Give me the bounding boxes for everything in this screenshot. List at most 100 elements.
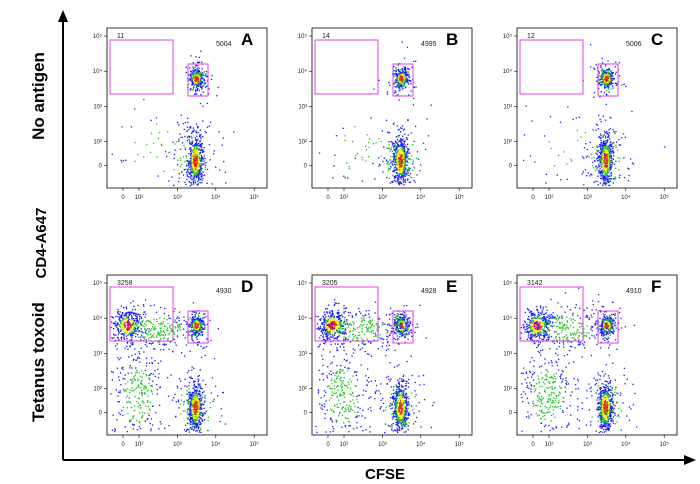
event-dot bbox=[189, 398, 190, 399]
x-tick-label: 10⁵ bbox=[660, 194, 670, 201]
event-dot bbox=[201, 174, 202, 175]
event-dot bbox=[119, 401, 120, 402]
event-dot bbox=[407, 47, 408, 48]
event-dot bbox=[610, 128, 611, 129]
event-dot bbox=[199, 158, 200, 159]
event-dot bbox=[141, 383, 142, 384]
event-dot bbox=[197, 148, 198, 149]
event-dot bbox=[596, 165, 597, 166]
event-dot bbox=[615, 66, 616, 67]
event-dot bbox=[415, 61, 416, 62]
event-dot bbox=[178, 317, 179, 318]
event-dot bbox=[178, 141, 179, 142]
event-dot bbox=[187, 173, 188, 174]
event-dot bbox=[607, 133, 608, 134]
event-dot bbox=[607, 153, 608, 154]
x-tick-label: 10³ bbox=[583, 195, 592, 201]
event-dot bbox=[121, 160, 122, 161]
event-dot bbox=[200, 329, 201, 330]
event-dot bbox=[402, 136, 403, 137]
event-dot bbox=[200, 324, 201, 325]
event-dot bbox=[202, 318, 203, 319]
event-dot bbox=[149, 379, 150, 380]
event-dot bbox=[400, 159, 401, 160]
event-dot bbox=[141, 323, 142, 324]
event-dot bbox=[203, 321, 204, 322]
event-dot bbox=[183, 123, 184, 124]
event-dot bbox=[193, 385, 194, 386]
event-dot bbox=[132, 309, 133, 310]
event-dot bbox=[212, 377, 213, 378]
event-dot bbox=[186, 179, 187, 180]
event-dot bbox=[115, 321, 116, 322]
event-dot bbox=[410, 83, 411, 84]
x-tick-label: 0 bbox=[326, 195, 330, 201]
event-dot bbox=[195, 397, 196, 398]
event-dot bbox=[613, 182, 614, 183]
event-dot bbox=[199, 375, 200, 376]
event-dot bbox=[614, 176, 615, 177]
event-dot bbox=[192, 424, 193, 425]
event-dot bbox=[192, 168, 193, 169]
event-dot bbox=[202, 324, 203, 325]
event-dot bbox=[393, 123, 394, 124]
event-dot bbox=[190, 377, 191, 378]
event-dot bbox=[396, 81, 397, 82]
event-dot bbox=[603, 164, 604, 165]
event-dot bbox=[153, 348, 154, 349]
event-dot bbox=[199, 90, 200, 91]
event-dot bbox=[136, 316, 137, 317]
x-tick-label: 10² bbox=[135, 195, 144, 201]
event-dot bbox=[399, 87, 400, 88]
event-dot bbox=[175, 327, 176, 328]
event-dot bbox=[150, 385, 151, 386]
event-dot bbox=[194, 386, 195, 387]
event-dot bbox=[136, 388, 137, 389]
event-dot bbox=[183, 401, 184, 402]
event-dot bbox=[393, 386, 394, 387]
event-dot bbox=[189, 136, 190, 137]
event-dot bbox=[349, 166, 350, 167]
event-dot bbox=[200, 401, 201, 402]
event-dot bbox=[126, 328, 127, 329]
event-dot bbox=[595, 153, 596, 154]
event-dot bbox=[145, 370, 146, 371]
event-dot bbox=[191, 137, 192, 138]
y-tick-label: 10⁵ bbox=[93, 280, 103, 287]
event-dot bbox=[393, 160, 394, 161]
gate-count-divided: 12 bbox=[527, 33, 535, 40]
event-dot bbox=[212, 183, 213, 184]
event-dot bbox=[133, 314, 134, 315]
event-dot bbox=[199, 424, 200, 425]
event-dot bbox=[131, 419, 132, 420]
event-dot bbox=[397, 366, 398, 367]
x-tick-label: 10⁵ bbox=[455, 194, 465, 201]
event-dot bbox=[581, 136, 582, 137]
event-dot bbox=[623, 157, 624, 158]
event-dot bbox=[616, 72, 617, 73]
event-dot bbox=[607, 76, 608, 77]
event-dot bbox=[158, 428, 159, 429]
event-dot bbox=[183, 174, 184, 175]
event-dot bbox=[205, 316, 206, 317]
event-dot bbox=[614, 164, 615, 165]
event-dot bbox=[605, 65, 606, 66]
event-dot bbox=[144, 337, 145, 338]
event-dot bbox=[141, 393, 142, 394]
event-dot bbox=[197, 161, 198, 162]
event-dot bbox=[410, 153, 411, 154]
event-dot bbox=[153, 143, 154, 144]
event-dot bbox=[616, 147, 617, 148]
event-dot bbox=[126, 308, 127, 309]
event-dot bbox=[181, 115, 182, 116]
event-dot bbox=[393, 390, 394, 391]
event-dot bbox=[400, 155, 401, 156]
event-dot bbox=[145, 421, 146, 422]
event-dot bbox=[142, 320, 143, 321]
event-dot bbox=[193, 380, 194, 381]
event-dot bbox=[198, 334, 199, 335]
event-dot bbox=[404, 144, 405, 145]
event-dot bbox=[400, 178, 401, 179]
event-dot bbox=[387, 93, 388, 94]
event-dot bbox=[133, 428, 134, 429]
